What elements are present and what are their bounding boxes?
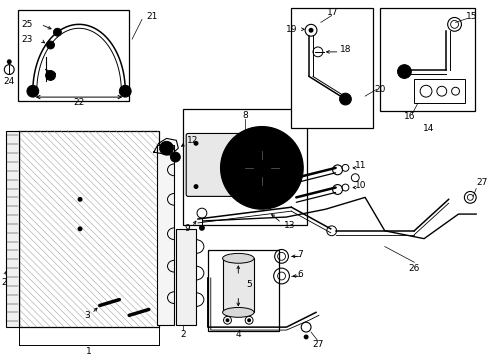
Bar — [291, 8, 372, 127]
Text: 21: 21 — [146, 12, 157, 21]
Text: 14: 14 — [423, 124, 434, 133]
Text: 27: 27 — [475, 178, 487, 187]
Circle shape — [27, 85, 39, 97]
Circle shape — [159, 141, 173, 155]
Circle shape — [45, 71, 55, 80]
Text: 7: 7 — [297, 250, 303, 259]
Circle shape — [193, 184, 198, 189]
Text: 17: 17 — [326, 8, 338, 17]
Circle shape — [170, 152, 180, 162]
Text: 18: 18 — [339, 45, 350, 54]
Circle shape — [244, 150, 279, 185]
Circle shape — [229, 184, 234, 189]
Text: 15: 15 — [465, 12, 476, 21]
Bar — [207, 251, 278, 331]
Text: 6: 6 — [297, 270, 303, 279]
Text: 25: 25 — [21, 20, 33, 29]
Bar — [6, 131, 19, 327]
Bar — [413, 80, 465, 103]
Circle shape — [229, 141, 234, 146]
Ellipse shape — [222, 307, 253, 317]
Bar — [379, 8, 474, 111]
Bar — [176, 229, 196, 325]
Circle shape — [193, 141, 198, 146]
Text: 16: 16 — [403, 112, 414, 121]
Text: 9: 9 — [184, 224, 190, 233]
Circle shape — [78, 226, 82, 231]
Text: 12: 12 — [187, 136, 198, 145]
Circle shape — [55, 30, 59, 34]
Circle shape — [46, 41, 54, 49]
Text: 10: 10 — [355, 181, 366, 190]
Text: 22: 22 — [73, 98, 84, 107]
Ellipse shape — [222, 253, 253, 263]
Text: 23: 23 — [21, 35, 33, 44]
Bar — [18, 10, 129, 101]
Text: 11: 11 — [355, 161, 366, 170]
Circle shape — [397, 65, 410, 78]
Circle shape — [303, 334, 308, 339]
Circle shape — [225, 318, 229, 322]
Text: 8: 8 — [242, 111, 247, 120]
Text: 19: 19 — [285, 25, 297, 34]
Text: 13: 13 — [283, 221, 295, 230]
Text: 2: 2 — [1, 278, 7, 287]
Text: 2: 2 — [180, 329, 185, 338]
Bar — [19, 131, 158, 327]
Circle shape — [119, 85, 131, 97]
Text: 3: 3 — [84, 311, 90, 320]
Circle shape — [53, 28, 61, 36]
Text: 1: 1 — [86, 347, 92, 356]
Text: 5: 5 — [246, 280, 251, 289]
Text: 20: 20 — [373, 85, 385, 94]
Circle shape — [308, 28, 313, 33]
Circle shape — [199, 225, 204, 231]
Bar — [156, 145, 174, 325]
Circle shape — [78, 197, 82, 202]
Circle shape — [253, 160, 269, 176]
Bar — [222, 258, 253, 312]
Circle shape — [7, 59, 12, 64]
Text: 26: 26 — [408, 264, 419, 273]
Circle shape — [339, 93, 350, 105]
Bar — [183, 109, 306, 225]
Circle shape — [246, 318, 250, 322]
Circle shape — [220, 127, 303, 209]
Circle shape — [49, 44, 52, 46]
Text: 27: 27 — [312, 340, 323, 349]
Text: 24: 24 — [3, 77, 15, 86]
Text: 4: 4 — [235, 330, 241, 339]
FancyBboxPatch shape — [186, 134, 244, 197]
